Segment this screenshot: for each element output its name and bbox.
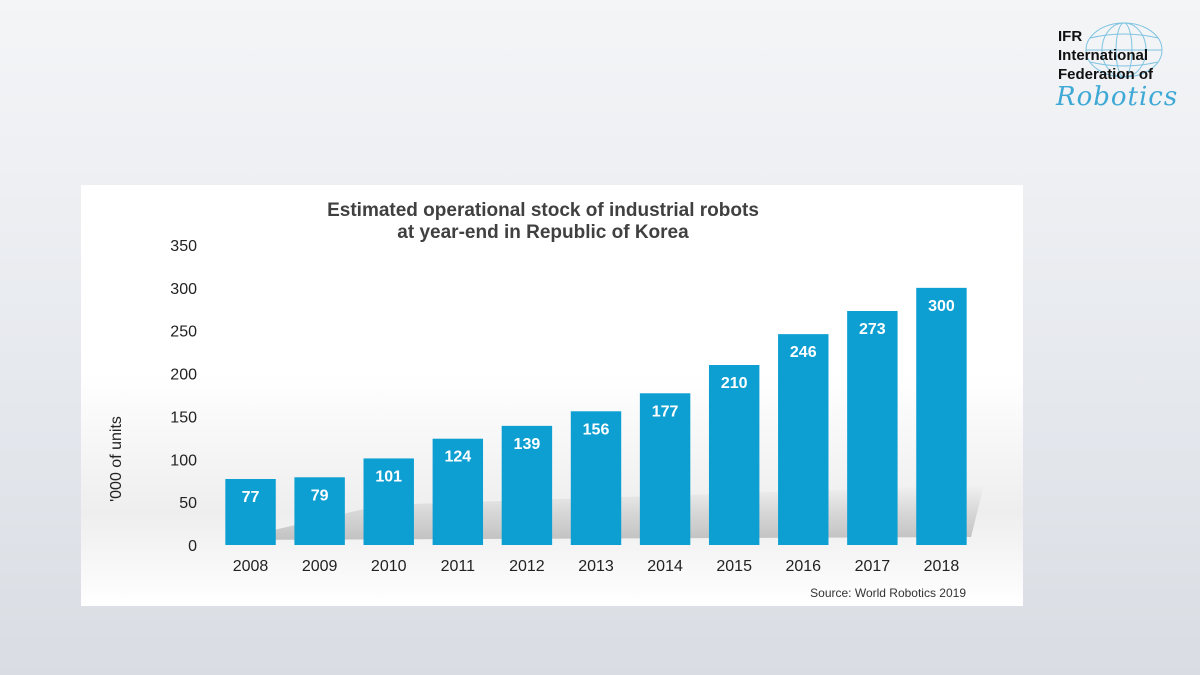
x-tick-label: 2016 <box>785 558 821 575</box>
data-label-2009: 79 <box>311 487 329 504</box>
bar-2016 <box>778 334 829 545</box>
x-tick-labels: 2008 2009 2010 2011 2012 2013 2014 2015 2016 2017… <box>233 558 960 575</box>
x-tick-label: 2011 <box>441 558 476 575</box>
bar-2008 <box>225 479 276 545</box>
data-label-2017: 273 <box>859 321 886 338</box>
bar-2011 <box>432 438 484 545</box>
data-label-2018: 300 <box>928 298 955 315</box>
bar-2017 <box>847 311 898 545</box>
data-label-2011: 124 <box>444 449 471 466</box>
x-tick-label: 2010 <box>371 558 407 575</box>
x-tick-label: 2014 <box>647 558 683 575</box>
y-tick-label: 150 <box>170 409 197 426</box>
y-tick-label: 350 <box>170 238 197 255</box>
x-tick-label: 2015 <box>716 558 752 575</box>
data-label-2015: 210 <box>721 375 748 392</box>
bar-2018 <box>916 287 967 545</box>
y-tick-label: 250 <box>170 324 197 341</box>
y-tick-label: 100 <box>170 452 197 469</box>
bar-2014 <box>639 393 691 545</box>
logo-line-federation: Federation of <box>1058 66 1154 83</box>
bar-2015 <box>708 365 760 545</box>
globe-icon <box>1085 22 1163 78</box>
data-label-2012: 139 <box>514 436 541 453</box>
y-tick-label: 300 <box>170 281 197 298</box>
logo-script-robotics: Robotics <box>1056 82 1179 112</box>
chart-panel: Estimated operational stock of industria… <box>81 185 1023 606</box>
x-tick-label: 2012 <box>509 558 545 575</box>
bars: 77 79 101 124 139 156 177 210 246 273 300 <box>225 287 967 545</box>
bar-2010 <box>363 458 414 545</box>
ifr-logo: IFR International Federation of Robotics <box>1050 18 1180 118</box>
x-tick-label: 2009 <box>302 558 338 575</box>
x-tick-label: 2017 <box>855 558 891 575</box>
data-label-2013: 156 <box>583 421 610 438</box>
chart-title-line2: at year-end in Republic of Korea <box>397 222 689 243</box>
source-note: Source: World Robotics 2019 <box>810 586 966 600</box>
data-label-2008: 77 <box>242 489 260 506</box>
bar-chart: Estimated operational stock of industria… <box>108 200 984 600</box>
x-tick-label: 2018 <box>924 558 960 575</box>
chart-title-line1: Estimated operational stock of industria… <box>327 200 759 221</box>
y-tick-label: 50 <box>179 495 197 512</box>
bar-2012 <box>501 425 553 545</box>
data-label-2014: 177 <box>652 403 679 420</box>
logo-line-international: International <box>1058 47 1149 64</box>
data-label-2016: 246 <box>790 344 817 361</box>
bar-2013 <box>570 411 622 545</box>
y-tick-label: 200 <box>170 367 197 384</box>
data-label-2010: 101 <box>375 468 402 485</box>
y-tick-label: 0 <box>188 538 197 555</box>
x-tick-label: 2008 <box>233 558 269 575</box>
y-axis-label: '000 of units <box>108 416 125 502</box>
logo-line-ifr: IFR <box>1058 28 1083 45</box>
bar-2009 <box>294 477 345 545</box>
y-tick-labels: 0 50 100 150 200 250 300 350 <box>170 238 197 555</box>
x-tick-label: 2013 <box>578 558 614 575</box>
